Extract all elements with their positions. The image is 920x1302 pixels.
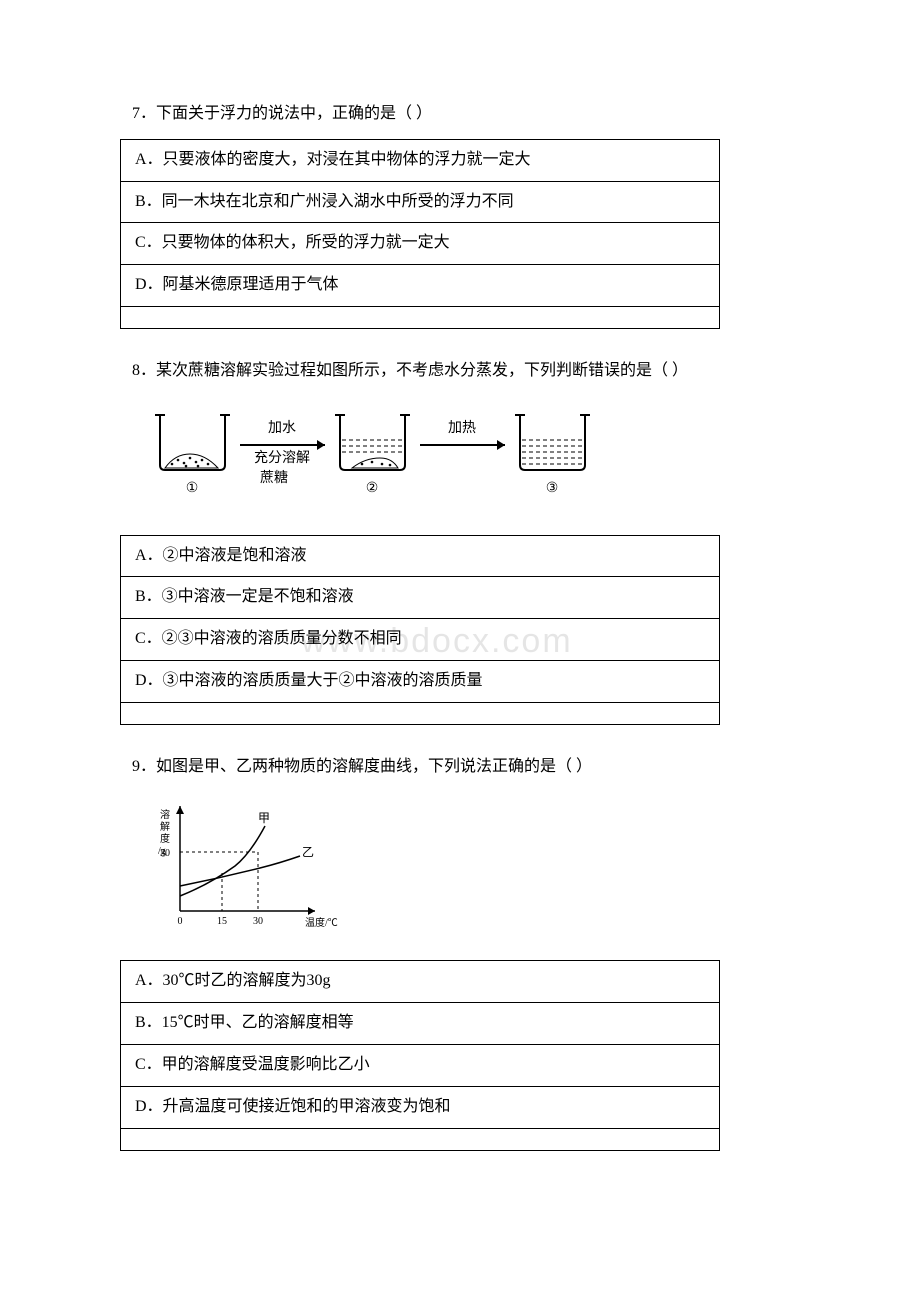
curve-yi-label: 乙 xyxy=(302,845,314,859)
q8-stem: 8．某次蔗糖溶解实验过程如图所示，不考虑水分蒸发，下列判断错误的是（ ） xyxy=(100,357,820,386)
q7-opt-a: A．只要液体的密度大，对浸在其中物体的浮力就一定大 xyxy=(121,139,720,181)
beaker-2-label: ② xyxy=(366,481,379,496)
q8-opt-c: C．②③中溶液的溶质质量分数不相同 xyxy=(121,619,720,661)
q9-opt-a: A．30℃时乙的溶解度为30g xyxy=(121,961,720,1003)
q9-empty-row xyxy=(121,1128,720,1150)
beaker-diagram-svg: ① 加水 充分溶解 蔗糖 xyxy=(140,400,620,510)
q7-empty-row xyxy=(121,306,720,328)
arrow-2: 加热 xyxy=(420,420,505,450)
curve-jia-label: 甲 xyxy=(258,811,270,825)
q8-empty-row xyxy=(121,702,720,724)
y-label-2: 解 xyxy=(160,820,170,833)
y-tick-30: 30 xyxy=(160,848,170,859)
q8-options-table: A．②中溶液是饱和溶液 B．③中溶液一定是不饱和溶液 C．②③中溶液的溶质质量分… xyxy=(120,535,720,725)
q7-opt-c: C．只要物体的体积大，所受的浮力就一定大 xyxy=(121,223,720,265)
q9-stem: 9．如图是甲、乙两种物质的溶解度曲线，下列说法正确的是（ ） xyxy=(100,753,820,782)
q8-diagram: ① 加水 充分溶解 蔗糖 xyxy=(140,400,820,521)
y-label-1: 溶 xyxy=(160,808,170,821)
x-tick-15: 15 xyxy=(217,916,227,927)
q8-opt-b: B．③中溶液一定是不饱和溶液 xyxy=(121,577,720,619)
x-tick-30: 30 xyxy=(253,916,263,927)
q9-opt-b: B．15℃时甲、乙的溶解度相等 xyxy=(121,1003,720,1045)
question-7: 7．下面关于浮力的说法中，正确的是（ ） A．只要液体的密度大，对浸在其中物体的… xyxy=(100,100,820,329)
q8-opt-a: A．②中溶液是饱和溶液 xyxy=(121,535,720,577)
beaker-1-label: ① xyxy=(186,481,199,496)
beaker-3-label: ③ xyxy=(546,481,559,496)
q9-diagram: 溶 解 度 /g 30 甲 乙 0 15 30 温度/℃ xyxy=(140,796,820,947)
question-9: 9．如图是甲、乙两种物质的溶解度曲线，下列说法正确的是（ ） 溶 解 度 /g … xyxy=(100,753,820,1151)
q7-opt-d: D．阿基米德原理适用于气体 xyxy=(121,265,720,307)
q9-options-table: A．30℃时乙的溶解度为30g B．15℃时甲、乙的溶解度相等 C．甲的溶解度受… xyxy=(120,960,720,1150)
arrow-1: 加水 充分溶解 蔗糖 xyxy=(240,420,325,486)
q9-opt-c: C．甲的溶解度受温度影响比乙小 xyxy=(121,1044,720,1086)
x-tick-0: 0 xyxy=(178,916,183,927)
beaker-3: ③ xyxy=(515,415,590,496)
q7-opt-b: B．同一木块在北京和广州浸入湖水中所受的浮力不同 xyxy=(121,181,720,223)
q9-opt-d: D．升高温度可使接近饱和的甲溶液变为饱和 xyxy=(121,1086,720,1128)
q7-options-table: A．只要液体的密度大，对浸在其中物体的浮力就一定大 B．同一木块在北京和广州浸入… xyxy=(120,139,720,329)
beaker-2: ② xyxy=(335,415,410,496)
arrow-2-label: 加热 xyxy=(448,420,476,436)
q7-stem: 7．下面关于浮力的说法中，正确的是（ ） xyxy=(100,100,820,129)
beaker-1: ① xyxy=(155,415,230,496)
question-8: 8．某次蔗糖溶解实验过程如图所示，不考虑水分蒸发，下列判断错误的是（ ） ① xyxy=(100,357,820,725)
y-label-3: 度 xyxy=(160,832,170,845)
x-axis-label: 温度/℃ xyxy=(305,916,338,929)
arrow-1-bot-label: 充分溶解 xyxy=(254,450,310,466)
arrow-1-top-label: 加水 xyxy=(268,420,296,436)
q8-opt-d: D．③中溶液的溶质质量大于②中溶液的溶质质量 xyxy=(121,660,720,702)
sugar-label: 蔗糖 xyxy=(260,470,288,486)
solubility-chart-svg: 溶 解 度 /g 30 甲 乙 0 15 30 温度/℃ xyxy=(140,796,340,936)
